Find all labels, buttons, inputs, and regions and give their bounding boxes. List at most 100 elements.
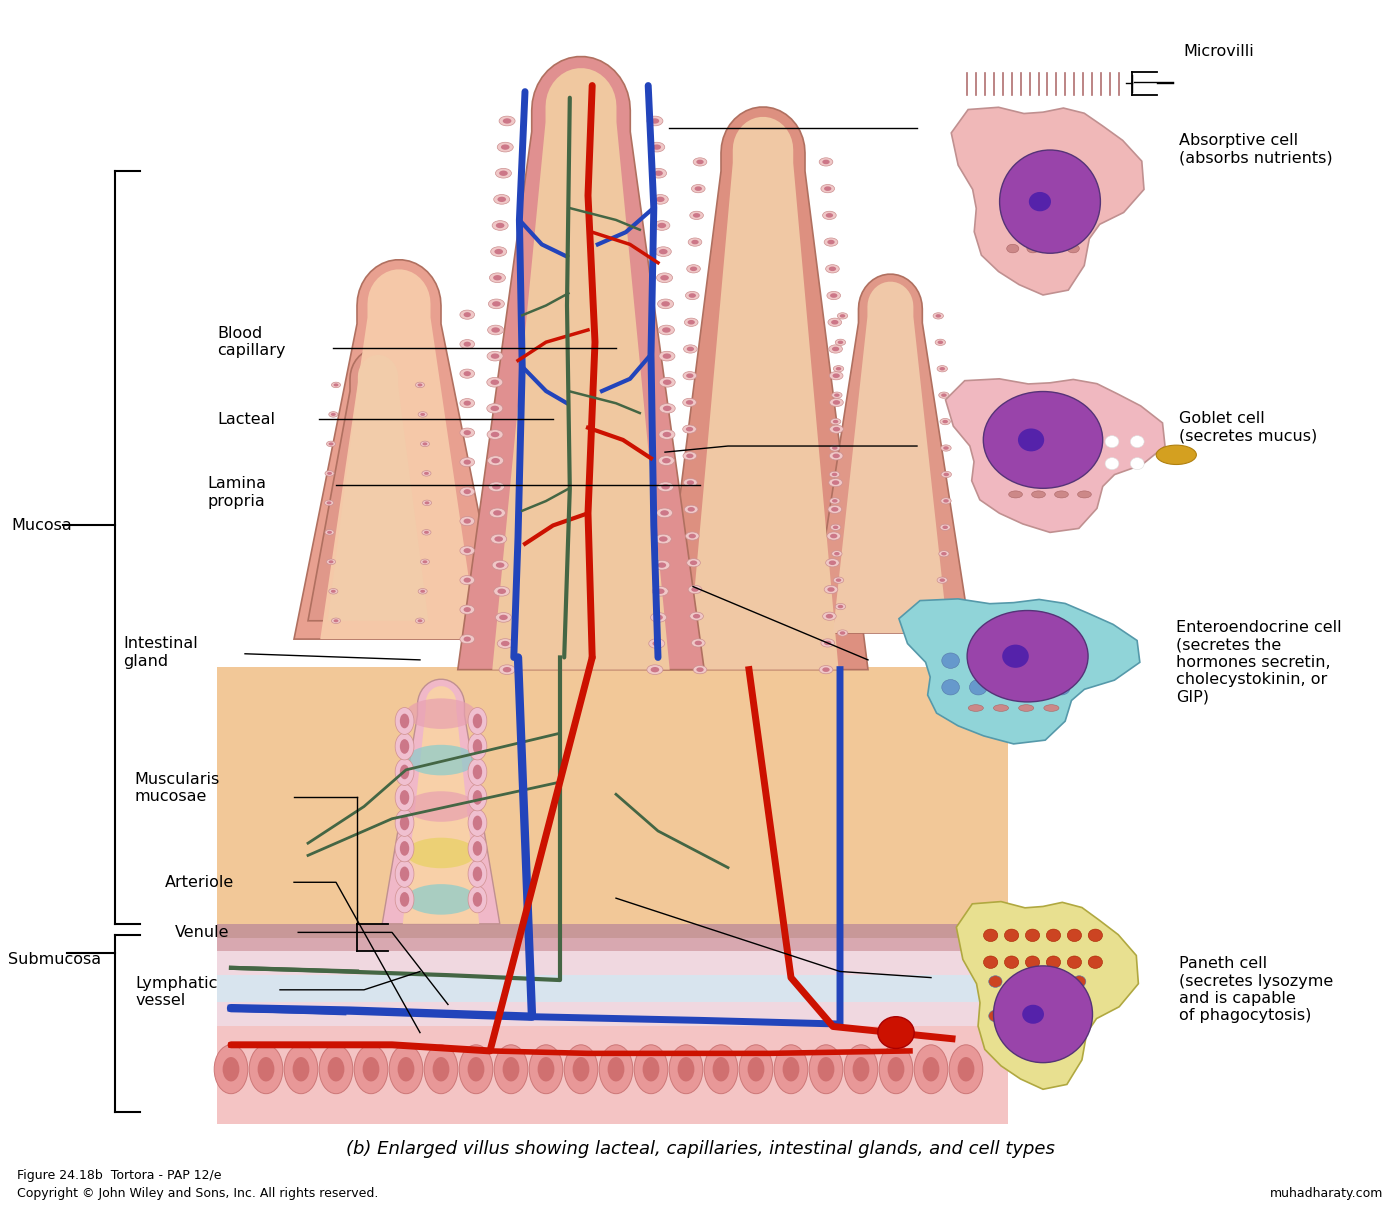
Circle shape [1025, 929, 1040, 941]
Ellipse shape [503, 667, 511, 672]
Ellipse shape [487, 456, 504, 466]
Ellipse shape [830, 534, 837, 539]
Ellipse shape [463, 549, 470, 554]
Circle shape [1009, 1011, 1023, 1022]
Ellipse shape [1078, 491, 1092, 497]
Ellipse shape [1067, 244, 1079, 253]
Ellipse shape [468, 809, 487, 836]
Ellipse shape [494, 536, 503, 541]
Text: Absorptive cell
(absorbs nutrients): Absorptive cell (absorbs nutrients) [1179, 133, 1333, 165]
Circle shape [1009, 975, 1023, 987]
Ellipse shape [941, 393, 946, 397]
Ellipse shape [937, 577, 948, 583]
FancyBboxPatch shape [217, 996, 1008, 1124]
Circle shape [1046, 956, 1061, 968]
Ellipse shape [497, 142, 514, 152]
Circle shape [997, 653, 1015, 668]
Ellipse shape [329, 442, 333, 446]
Ellipse shape [829, 345, 843, 353]
Ellipse shape [693, 158, 707, 166]
Polygon shape [899, 599, 1140, 744]
Ellipse shape [687, 558, 700, 567]
Ellipse shape [395, 708, 414, 734]
Ellipse shape [825, 640, 832, 645]
Ellipse shape [833, 365, 844, 371]
Ellipse shape [689, 585, 701, 594]
Ellipse shape [363, 1057, 379, 1081]
Ellipse shape [651, 612, 666, 622]
Ellipse shape [332, 382, 340, 387]
Ellipse shape [844, 1045, 878, 1094]
Ellipse shape [463, 607, 470, 612]
Ellipse shape [833, 453, 840, 458]
Text: Paneth cell
(secretes lysozyme
and is capable
of phagocytosis): Paneth cell (secretes lysozyme and is ca… [1179, 957, 1333, 1023]
Ellipse shape [837, 341, 843, 345]
Ellipse shape [395, 886, 414, 913]
Ellipse shape [832, 499, 837, 502]
Ellipse shape [686, 374, 693, 378]
Ellipse shape [406, 838, 476, 868]
Ellipse shape [634, 1045, 668, 1094]
Ellipse shape [662, 353, 671, 359]
FancyBboxPatch shape [217, 975, 1008, 1002]
Ellipse shape [686, 453, 693, 458]
Text: Blood
capillary: Blood capillary [217, 326, 286, 358]
Ellipse shape [827, 532, 840, 540]
Polygon shape [951, 108, 1144, 295]
Ellipse shape [463, 489, 470, 494]
Ellipse shape [647, 116, 664, 126]
Ellipse shape [662, 431, 671, 437]
Ellipse shape [529, 1045, 563, 1094]
Ellipse shape [463, 459, 470, 464]
Ellipse shape [496, 169, 511, 178]
Circle shape [1067, 929, 1082, 941]
Ellipse shape [685, 505, 699, 513]
Text: Lacteal: Lacteal [217, 412, 274, 426]
Ellipse shape [932, 629, 944, 637]
Circle shape [969, 653, 987, 668]
Ellipse shape [1028, 1039, 1039, 1047]
Ellipse shape [329, 412, 337, 417]
Ellipse shape [420, 441, 430, 447]
Ellipse shape [459, 398, 475, 408]
Text: muhadharaty.com: muhadharaty.com [1270, 1187, 1383, 1200]
Ellipse shape [914, 1045, 948, 1094]
Ellipse shape [459, 340, 475, 348]
Ellipse shape [490, 534, 507, 544]
Ellipse shape [685, 318, 699, 326]
Ellipse shape [686, 426, 693, 431]
Ellipse shape [329, 560, 333, 563]
Ellipse shape [333, 620, 339, 622]
Text: Arteriole: Arteriole [165, 875, 234, 890]
Ellipse shape [1054, 491, 1068, 497]
Ellipse shape [994, 965, 1092, 1063]
Ellipse shape [214, 1045, 248, 1094]
Ellipse shape [657, 273, 672, 282]
Ellipse shape [825, 585, 837, 594]
Ellipse shape [498, 665, 515, 675]
Ellipse shape [1008, 491, 1022, 497]
Polygon shape [658, 108, 868, 670]
Ellipse shape [661, 511, 669, 516]
Ellipse shape [328, 472, 332, 475]
Ellipse shape [424, 501, 430, 505]
Ellipse shape [647, 665, 664, 675]
Ellipse shape [497, 589, 505, 594]
Ellipse shape [696, 160, 704, 164]
Ellipse shape [463, 637, 470, 642]
Circle shape [1105, 435, 1119, 447]
Ellipse shape [468, 759, 487, 786]
Circle shape [1130, 457, 1144, 469]
Ellipse shape [395, 785, 414, 811]
Ellipse shape [473, 866, 482, 881]
Ellipse shape [827, 291, 840, 299]
Ellipse shape [489, 299, 504, 309]
Ellipse shape [823, 211, 836, 220]
Circle shape [1130, 435, 1144, 447]
Ellipse shape [683, 345, 697, 353]
Ellipse shape [822, 667, 830, 672]
Ellipse shape [941, 445, 951, 451]
Ellipse shape [395, 809, 414, 836]
Ellipse shape [932, 313, 944, 319]
Text: Copyright © John Wiley and Sons, Inc. All rights reserved.: Copyright © John Wiley and Sons, Inc. Al… [17, 1187, 378, 1200]
